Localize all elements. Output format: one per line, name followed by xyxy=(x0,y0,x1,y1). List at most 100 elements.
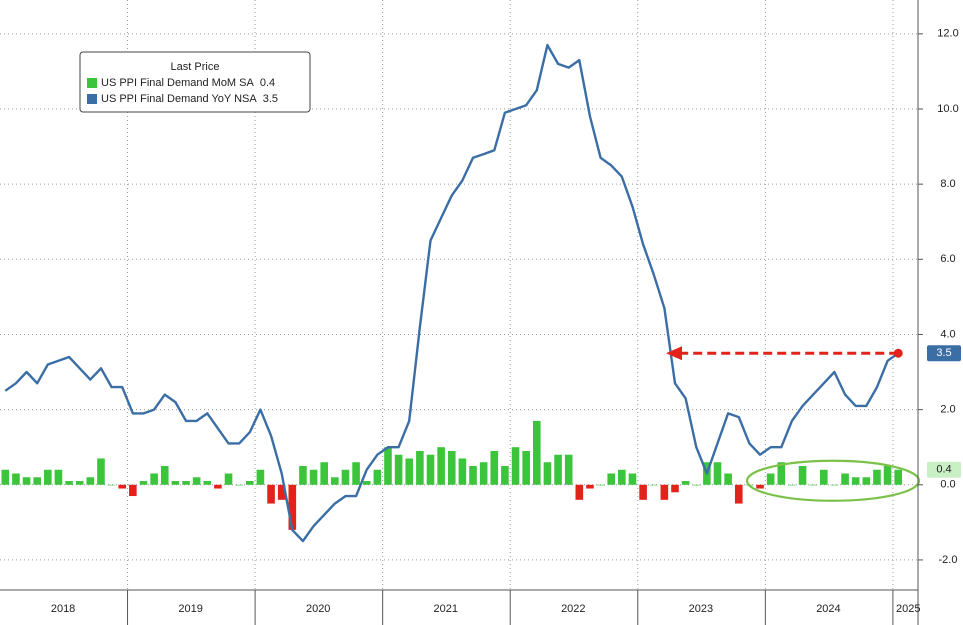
x-tick-label: 2019 xyxy=(178,603,202,615)
bar xyxy=(362,481,371,485)
legend-swatch xyxy=(87,94,97,104)
bar xyxy=(384,447,392,485)
line xyxy=(4,43,899,543)
bar xyxy=(575,484,584,500)
bar xyxy=(883,465,892,485)
bar xyxy=(299,465,307,485)
bar xyxy=(182,481,190,485)
bar xyxy=(214,484,222,489)
bar xyxy=(660,484,669,500)
bar xyxy=(511,447,520,485)
legend-last-value: 0.4 xyxy=(260,77,275,89)
x-tick-label: 2018 xyxy=(51,603,75,615)
bar xyxy=(862,477,871,485)
bar xyxy=(203,481,212,485)
bar xyxy=(394,454,403,485)
bar xyxy=(841,473,849,485)
y-tick-label: -2.0 xyxy=(939,554,958,566)
bar xyxy=(820,469,828,485)
bar xyxy=(416,450,424,485)
legend-name: US PPI Final Demand YoY NSA xyxy=(101,93,257,105)
bar xyxy=(160,465,169,485)
bar xyxy=(479,462,488,485)
y-tick-label: 6.0 xyxy=(940,253,955,265)
bar xyxy=(692,484,701,486)
bar xyxy=(437,447,445,485)
bar xyxy=(373,469,382,485)
x-tick-label: 2024 xyxy=(816,603,840,615)
bar xyxy=(65,481,73,485)
bar xyxy=(756,484,764,489)
bar xyxy=(405,458,414,485)
bar xyxy=(1,469,10,485)
legend-label: US PPI Final Demand YoY NSA 3.5 xyxy=(101,93,278,105)
bar xyxy=(331,477,339,485)
bar xyxy=(649,484,658,486)
x-tick-label: 2020 xyxy=(306,603,330,615)
bar xyxy=(894,469,903,485)
bar xyxy=(830,484,839,486)
bar xyxy=(628,473,637,485)
legend-box xyxy=(79,51,311,113)
bar xyxy=(671,484,679,493)
bar xyxy=(107,484,116,486)
legend-items: US PPI Final Demand MoM SA 0.4US PPI Fina… xyxy=(87,77,278,105)
bar xyxy=(75,481,84,485)
bar xyxy=(97,458,105,485)
bar xyxy=(309,469,318,485)
x-tick-label: 2023 xyxy=(689,603,713,615)
y-tick-label: 12.0 xyxy=(937,28,958,40)
y-tick-label: 8.0 xyxy=(940,178,955,190)
y-tick-label: 4.0 xyxy=(940,328,955,340)
bar xyxy=(245,481,254,485)
bar xyxy=(713,462,722,485)
bar xyxy=(873,469,881,485)
bar xyxy=(86,477,95,485)
legend-label: US PPI Final Demand MoM SA 0.4 xyxy=(101,77,275,89)
bar xyxy=(564,454,573,485)
bar xyxy=(54,469,63,485)
bar xyxy=(256,469,265,485)
marks xyxy=(1,43,921,543)
bar xyxy=(724,473,732,485)
arrow-head xyxy=(666,346,682,361)
bar xyxy=(44,469,52,485)
bar xyxy=(150,473,158,485)
bar xyxy=(129,484,137,497)
x-tick-label: 2022 xyxy=(561,603,585,615)
legend-swatch xyxy=(87,78,97,88)
bar xyxy=(490,450,499,485)
highlight-ellipse xyxy=(745,459,921,502)
bar xyxy=(469,465,477,485)
bar xyxy=(851,477,860,485)
bar xyxy=(277,484,286,500)
bar xyxy=(681,481,690,485)
bar xyxy=(766,473,775,485)
bar xyxy=(554,454,562,485)
bar xyxy=(426,454,435,485)
last-value-label: 3.5 xyxy=(936,347,951,359)
bar xyxy=(171,481,180,485)
bar xyxy=(118,484,127,489)
last-value-tag xyxy=(927,461,961,478)
bar xyxy=(458,458,467,485)
bar xyxy=(139,481,148,485)
bar xyxy=(341,469,350,485)
y-tick-label: 0.0 xyxy=(940,479,955,491)
bar xyxy=(586,484,594,489)
arrow-dot xyxy=(893,348,903,358)
bar xyxy=(618,469,626,485)
bar xyxy=(352,462,360,485)
bar xyxy=(22,477,31,485)
legend-name: US PPI Final Demand MoM SA xyxy=(101,77,254,89)
bar xyxy=(639,484,647,500)
bar xyxy=(33,477,41,485)
bar xyxy=(267,484,275,504)
last-value-label: 0.4 xyxy=(936,464,951,476)
bar xyxy=(447,450,456,485)
bar xyxy=(788,484,796,486)
axes: -2.0 0.0 2.0 4.0 6.0 8.0 10.0 12.0 2018 2019 2020 2… xyxy=(51,28,961,625)
legend-title: Last Price xyxy=(171,61,220,73)
